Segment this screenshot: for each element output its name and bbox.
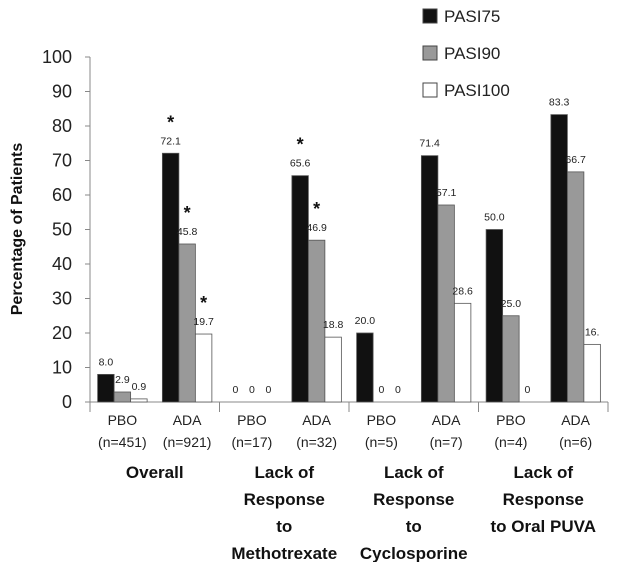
y-tick-label: 50	[52, 220, 72, 240]
y-axis-label: Percentage of Patients	[9, 143, 26, 316]
data-label: 0	[395, 384, 401, 396]
x-group-label: Response	[373, 490, 454, 509]
data-label: 0	[232, 384, 238, 396]
bar-pasi100	[324, 336, 342, 403]
x-category-label: ADA	[432, 412, 461, 428]
data-label: 8.0	[99, 356, 114, 368]
significance-marker: *	[313, 199, 320, 219]
x-category-label: ADA	[302, 412, 331, 428]
bar-pasi90	[437, 204, 455, 403]
x-group-label: to	[406, 517, 422, 536]
bar-pasi90	[307, 239, 326, 403]
x-group-label: Response	[244, 490, 325, 509]
bar-pasi75	[356, 332, 374, 403]
y-tick-label: 60	[52, 185, 72, 205]
x-group-label: Lack of	[254, 463, 314, 482]
data-label: 0.9	[132, 381, 147, 393]
x-category-label: PBO	[108, 412, 138, 428]
bar-pasi100	[583, 343, 601, 403]
data-label: 25.0	[501, 298, 522, 310]
bar-pasi75	[291, 175, 309, 403]
x-group-label: Lack of	[513, 463, 573, 482]
x-category-label: ADA	[561, 412, 590, 428]
x-category-count: (n=5)	[365, 434, 398, 450]
y-tick-label: 80	[52, 116, 72, 136]
legend-label: PASI75	[444, 7, 500, 26]
x-category-label: PBO	[367, 412, 397, 428]
significance-marker: *	[184, 203, 191, 223]
bar-pasi90	[502, 315, 520, 403]
data-label: 0	[265, 384, 271, 396]
x-category-label: PBO	[237, 412, 267, 428]
x-category-count: (n=4)	[494, 434, 527, 450]
x-group-label: to Oral PUVA	[491, 517, 596, 536]
bar-pasi90	[113, 391, 132, 403]
data-label: 46.9	[306, 222, 327, 234]
data-label: 0	[524, 384, 530, 396]
data-label: 16.	[585, 326, 600, 338]
bar-pasi100	[130, 398, 148, 403]
legend-swatch-pasi90	[422, 45, 438, 61]
x-category-count: (n=7)	[430, 434, 463, 450]
data-label: 2.9	[115, 374, 130, 386]
data-label: 83.3	[549, 97, 570, 109]
y-tick-label: 100	[42, 47, 72, 67]
data-label: 65.6	[290, 158, 311, 170]
x-group-label: Response	[503, 490, 584, 509]
x-group-label: Lack of	[384, 463, 444, 482]
x-category-label: ADA	[173, 412, 202, 428]
legend-swatch-pasi75	[422, 8, 438, 24]
y-tick-label: 20	[52, 323, 72, 343]
x-category-count: (n=921)	[163, 434, 212, 450]
legend-label: PASI100	[444, 81, 510, 100]
bar-pasi75	[485, 229, 504, 403]
x-group-label: to	[276, 517, 292, 536]
y-tick-label: 90	[52, 82, 72, 102]
bar-pasi75	[97, 373, 115, 403]
y-tick-label: 40	[52, 254, 72, 274]
data-label: 0	[378, 384, 384, 396]
significance-marker: *	[200, 293, 207, 313]
data-label: 57.1	[436, 187, 457, 199]
data-label: 66.7	[565, 154, 586, 166]
y-tick-label: 10	[52, 358, 72, 378]
x-category-label: PBO	[496, 412, 526, 428]
x-category-count: (n=6)	[559, 434, 592, 450]
x-category-count: (n=17)	[231, 434, 272, 450]
x-category-count: (n=451)	[98, 434, 147, 450]
x-group-label: Methotrexate	[231, 544, 337, 562]
legend-label: PASI90	[444, 44, 500, 63]
y-tick-label: 0	[62, 392, 72, 412]
bar-pasi90	[178, 243, 196, 403]
data-label: 20.0	[355, 315, 376, 327]
data-label: 72.1	[160, 135, 181, 147]
bar-pasi75	[161, 152, 180, 403]
bar-pasi90	[566, 171, 585, 403]
significance-marker: *	[167, 112, 174, 132]
x-group-label: Cyclosporine	[360, 544, 468, 562]
bar-pasi100	[194, 333, 213, 403]
data-label: 71.4	[419, 138, 440, 150]
y-tick-label: 30	[52, 289, 72, 309]
data-label: 0	[249, 384, 255, 396]
x-group-label: Overall	[126, 463, 184, 482]
data-label: 45.8	[177, 226, 198, 238]
data-label: 28.6	[452, 285, 473, 297]
bar-pasi100	[453, 302, 472, 403]
significance-marker: *	[297, 135, 304, 155]
x-category-count: (n=32)	[296, 434, 337, 450]
data-label: 19.7	[193, 316, 214, 328]
y-tick-label: 70	[52, 151, 72, 171]
legend-swatch-pasi100	[422, 82, 438, 98]
data-label: 50.0	[484, 212, 505, 224]
data-label: 18.8	[323, 319, 344, 331]
